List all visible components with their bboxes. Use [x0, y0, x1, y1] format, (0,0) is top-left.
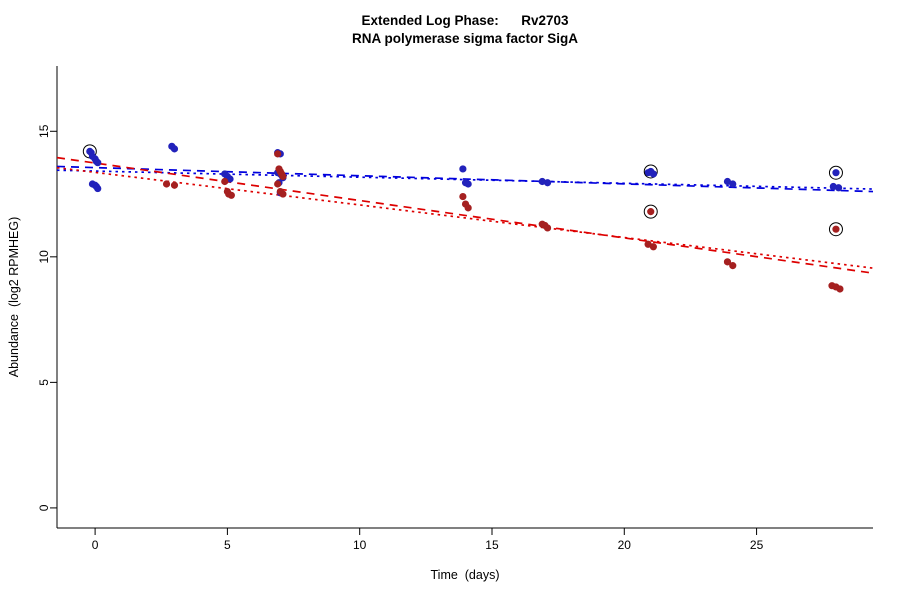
x-tick-label: 10 — [353, 538, 367, 552]
y-axis-label: Abundance (log2 RPMHEG) — [7, 216, 21, 378]
trendline-red-dotted — [57, 166, 873, 269]
red-series-point — [279, 172, 287, 181]
red-series-point — [836, 285, 844, 293]
red-series-point — [723, 258, 732, 266]
x-tick-label: 0 — [92, 538, 99, 552]
blue-series-point — [835, 184, 843, 192]
red-series-point — [274, 150, 282, 158]
red-series-point — [221, 177, 229, 186]
red-series-point — [464, 204, 472, 212]
red-series-point — [459, 192, 467, 201]
y-tick-label: 10 — [37, 250, 51, 264]
blue-series-point — [464, 180, 472, 188]
blue-series-point — [94, 159, 102, 167]
red-series-point — [162, 180, 171, 188]
selected-point-ring — [643, 164, 658, 179]
trendline-red-dashed — [57, 156, 873, 274]
red-series-point — [170, 181, 179, 189]
x-tick-label: 5 — [224, 538, 231, 552]
chart-subtitle: RNA polymerase sigma factor SigA — [351, 31, 579, 46]
red-series-point — [227, 191, 235, 199]
blue-series-point — [832, 169, 840, 177]
y-tick-label: 5 — [37, 379, 51, 386]
x-tick-label: 20 — [618, 538, 632, 552]
red-series-point — [543, 224, 552, 232]
x-axis-label: Time (days) — [430, 568, 500, 582]
blue-series-point — [459, 165, 467, 173]
selected-point-ring — [828, 222, 843, 237]
blue-series-point — [170, 145, 179, 153]
chart-title: Extended Log Phase: Rv2703 — [361, 13, 569, 28]
blue-series-point — [649, 170, 657, 178]
blue-series-point — [94, 184, 102, 193]
y-tick-label: 0 — [37, 504, 51, 511]
blue-series-point — [543, 179, 552, 187]
red-series-point — [649, 243, 657, 251]
x-tick-label: 15 — [485, 538, 499, 552]
blue-series-point — [729, 180, 737, 188]
red-series-point — [274, 180, 282, 188]
trendline-blue-dashed — [57, 165, 873, 193]
red-series-point — [279, 190, 287, 198]
selected-point-ring — [828, 165, 843, 180]
selected-point-ring — [643, 204, 658, 219]
red-series-point — [647, 208, 655, 216]
x-tick-label: 25 — [750, 538, 764, 552]
red-series-point — [832, 225, 840, 233]
y-tick-label: 15 — [37, 124, 51, 138]
red-series-point — [729, 262, 737, 270]
